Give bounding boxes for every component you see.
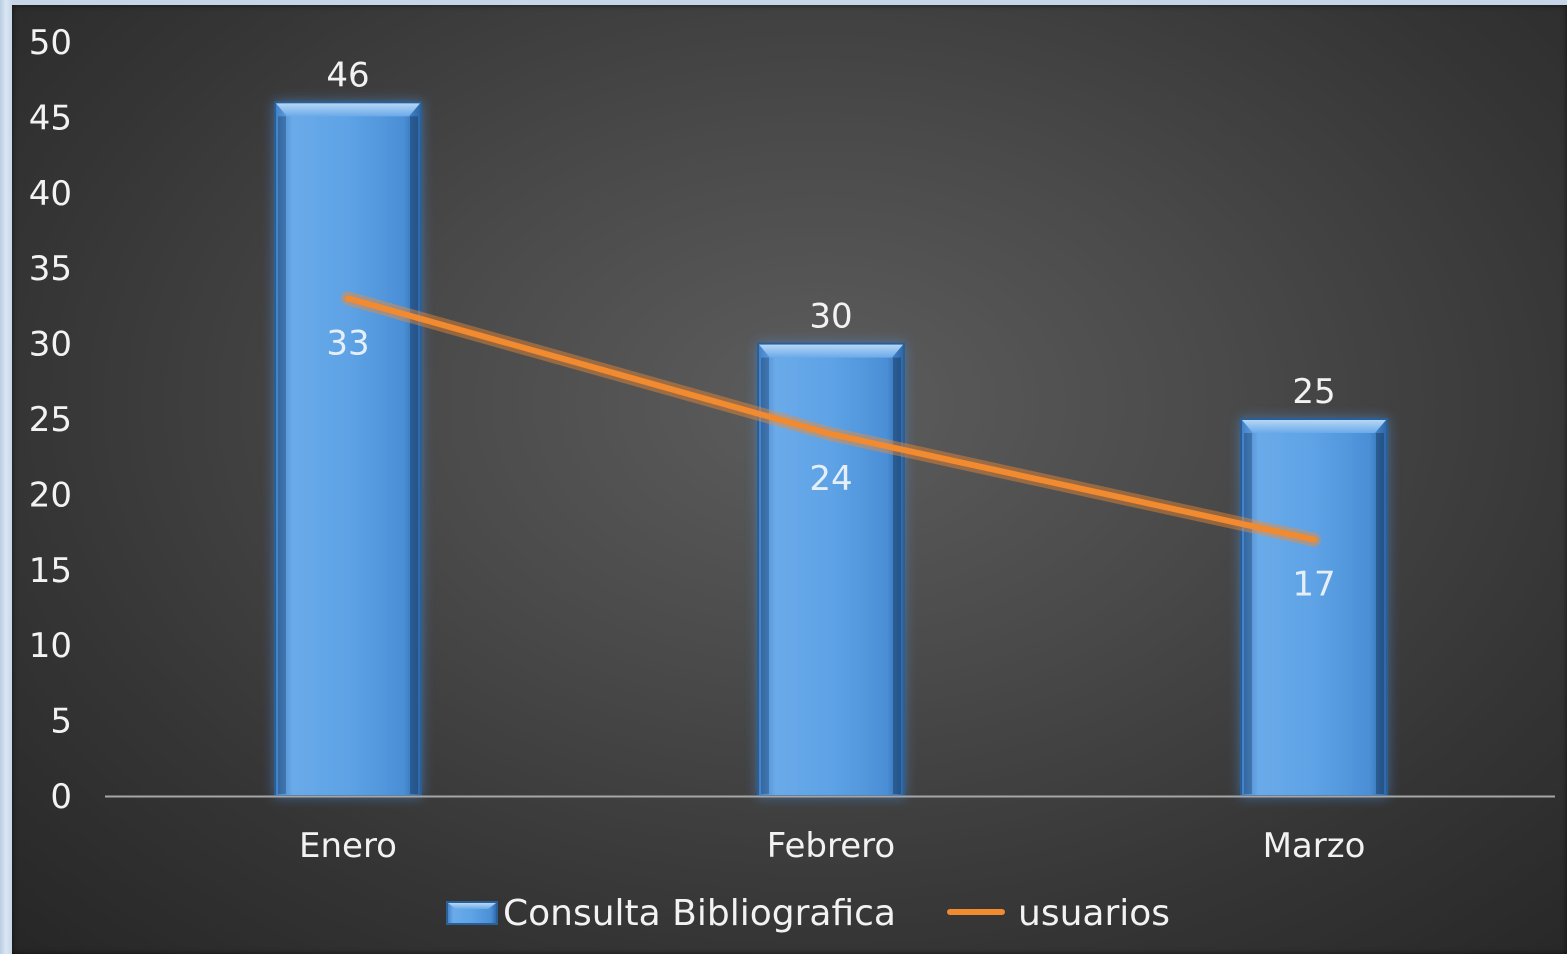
line-value-label: 24 bbox=[809, 459, 852, 499]
line-series bbox=[341, 291, 1321, 547]
legend-label: usuarios bbox=[1018, 893, 1170, 934]
bar-value-label: 25 bbox=[1292, 372, 1335, 412]
bar-right-shade bbox=[893, 357, 901, 794]
y-tick-label: 20 bbox=[29, 475, 72, 515]
bar-series bbox=[274, 101, 1388, 797]
x-axis: Enero Febrero Marzo bbox=[105, 795, 1555, 866]
bar-left-shade bbox=[278, 116, 286, 794]
legend-bar-swatch-bevel bbox=[448, 903, 496, 909]
bar-top-bevel bbox=[759, 344, 903, 358]
bar-top-bevel bbox=[1242, 420, 1386, 433]
bar-left-shade bbox=[761, 357, 769, 794]
legend-item-usuarios: usuarios bbox=[947, 893, 1170, 934]
y-tick-label: 5 bbox=[50, 702, 72, 742]
y-tick-label: 40 bbox=[29, 174, 72, 214]
bar-body bbox=[1240, 418, 1388, 797]
line-value-label: 33 bbox=[326, 323, 369, 363]
bar-right-shade bbox=[410, 116, 418, 794]
bar-febrero bbox=[757, 342, 905, 797]
bar-left-shade bbox=[1244, 433, 1252, 794]
x-tick-label: Febrero bbox=[767, 826, 895, 866]
bar-body bbox=[274, 101, 422, 797]
bar-value-label: 46 bbox=[326, 55, 369, 95]
bar-top-bevel bbox=[276, 103, 420, 117]
y-tick-label: 45 bbox=[29, 98, 72, 138]
bar-value-label: 30 bbox=[809, 297, 852, 337]
bar-enero bbox=[274, 101, 422, 797]
x-tick-label: Enero bbox=[299, 826, 397, 866]
y-axis: 0 5 10 15 20 25 30 35 40 45 50 bbox=[29, 23, 72, 817]
y-tick-label: 35 bbox=[29, 249, 72, 289]
line-value-label: 17 bbox=[1292, 565, 1335, 605]
y-tick-label: 50 bbox=[29, 23, 72, 63]
bar-marzo bbox=[1240, 418, 1388, 797]
legend-item-consulta-bibliografica: Consulta Bibliografica bbox=[446, 893, 896, 934]
legend: Consulta Bibliografica usuarios bbox=[446, 893, 1170, 934]
x-tick-label: Marzo bbox=[1263, 826, 1366, 866]
bar-body bbox=[757, 342, 905, 797]
y-tick-label: 30 bbox=[29, 325, 72, 365]
y-tick-label: 15 bbox=[29, 551, 72, 591]
y-tick-label: 0 bbox=[50, 777, 72, 817]
y-tick-label: 10 bbox=[29, 626, 72, 666]
data-labels: 46 30 25 33 24 17 bbox=[326, 55, 1335, 604]
legend-label: Consulta Bibliografica bbox=[503, 893, 896, 934]
y-tick-label: 25 bbox=[29, 400, 72, 440]
bar-right-shade bbox=[1376, 433, 1384, 794]
